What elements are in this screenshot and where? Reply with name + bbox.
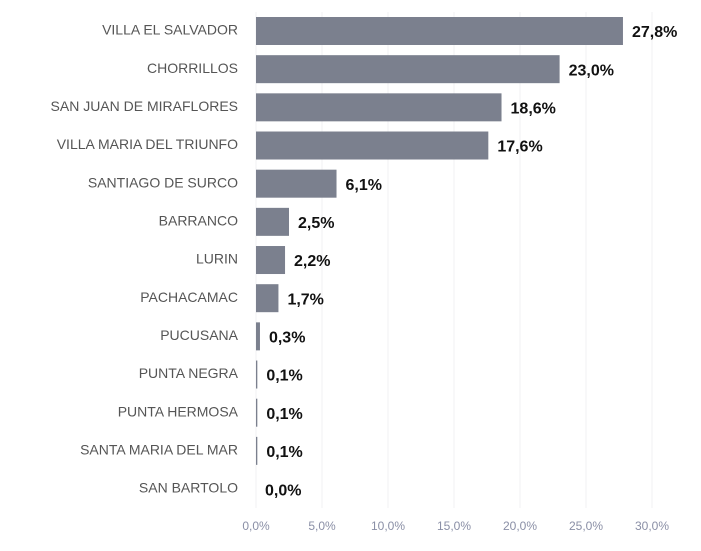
value-label: 18,6% (511, 101, 556, 118)
value-label: 0,1% (266, 444, 302, 461)
category-label: PUNTA HERMOSA (118, 403, 239, 419)
value-label: 0,3% (269, 330, 305, 347)
category-label: SANTA MARIA DEL MAR (80, 442, 238, 458)
category-label: SANTIAGO DE SURCO (88, 174, 238, 190)
x-tick-label: 10,0% (371, 519, 405, 533)
bar (256, 322, 260, 351)
category-label: SAN BARTOLO (139, 480, 238, 496)
category-label: LURIN (196, 251, 238, 267)
value-label: 0,1% (266, 406, 302, 423)
x-tick-label: 5,0% (308, 519, 336, 533)
value-label: 1,7% (287, 291, 323, 308)
bar (256, 207, 289, 236)
bar (256, 436, 258, 465)
bar (256, 17, 623, 45)
category-label: PUCUSANA (160, 327, 238, 343)
value-label: 23,0% (569, 62, 614, 79)
x-tick-label: 0,0% (242, 519, 270, 533)
x-tick-label: 25,0% (569, 519, 603, 533)
category-label: VILLA EL SALVADOR (102, 22, 238, 38)
value-label: 0,1% (266, 368, 302, 385)
value-label: 0,0% (265, 482, 301, 499)
bar (256, 93, 502, 122)
x-tick-label: 15,0% (437, 519, 471, 533)
category-label: PUNTA NEGRA (139, 365, 239, 381)
bar (256, 131, 489, 160)
category-label: CHORRILLOS (147, 60, 238, 76)
category-label: VILLA MARIA DEL TRIUNFO (57, 136, 238, 152)
value-label: 17,6% (497, 139, 542, 156)
bar (256, 284, 279, 313)
value-label: 6,1% (346, 177, 382, 194)
value-label: 27,8% (632, 24, 677, 41)
value-label: 2,5% (298, 215, 334, 232)
category-label: PACHACAMAC (140, 289, 238, 305)
value-label: 2,2% (294, 253, 330, 270)
category-label: BARRANCO (159, 213, 238, 229)
bar (256, 55, 560, 84)
category-label: SAN JUAN DE MIRAFLORES (51, 98, 238, 114)
bar (256, 398, 258, 427)
x-tick-label: 30,0% (635, 519, 669, 533)
x-tick-label: 20,0% (503, 519, 537, 533)
bar (256, 360, 258, 389)
bar (256, 246, 286, 275)
bar (256, 169, 337, 198)
